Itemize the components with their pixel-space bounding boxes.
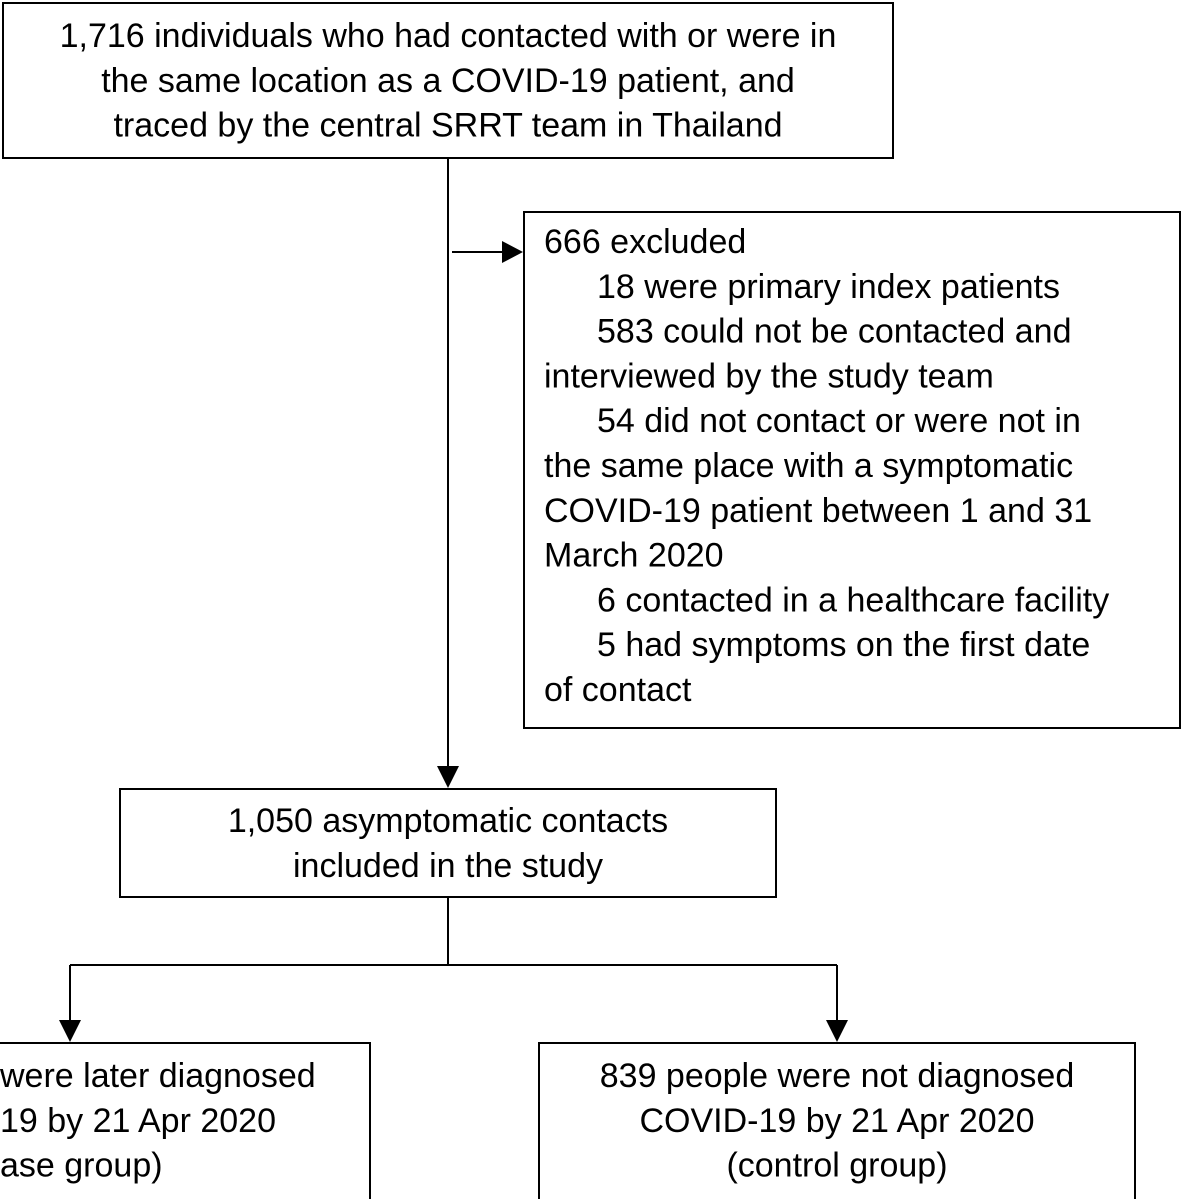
excluded-item: of contact (544, 671, 692, 709)
box-text: traced by the central SRRT team in Thail… (113, 107, 782, 145)
case-box (0, 1042, 371, 1199)
excluded-item: 5 had symptoms on the first date (597, 626, 1090, 664)
excluded-item: COVID-19 patient between 1 and 31 (544, 492, 1092, 530)
excluded-item: March 2020 (544, 537, 724, 575)
excluded-box (523, 211, 1181, 729)
excluded-item: 54 did not contact or were not in (597, 402, 1081, 440)
excluded-header: 666 excluded (544, 223, 746, 261)
box-text: were later diagnosed (0, 1057, 316, 1095)
arrowhead (826, 1020, 848, 1042)
arrowhead (59, 1020, 81, 1042)
box-text: 1,716 individuals who had contacted with… (60, 17, 837, 55)
box-text: included in the study (293, 847, 603, 885)
box-text: 839 people were not diagnosed (600, 1057, 1075, 1095)
box-text: 19 by 21 Apr 2020 (0, 1102, 276, 1140)
control-box (538, 1042, 1136, 1199)
excluded-item: 6 contacted in a healthcare facility (597, 581, 1109, 619)
excluded-item: the same place with a symptomatic (544, 447, 1073, 485)
arrowhead (502, 241, 523, 263)
excluded-item: interviewed by the study team (544, 357, 994, 395)
box-text: the same location as a COVID-19 patient,… (101, 62, 795, 100)
excluded-item: 18 were primary index patients (597, 268, 1060, 306)
arrowhead (437, 766, 459, 788)
box-text: ase group) (0, 1147, 163, 1185)
box-text: 1,050 asymptomatic contacts (228, 802, 668, 840)
box-text: (control group) (726, 1147, 947, 1185)
excluded-item: 583 could not be contacted and (597, 313, 1072, 351)
box-text: COVID-19 by 21 Apr 2020 (639, 1102, 1034, 1140)
